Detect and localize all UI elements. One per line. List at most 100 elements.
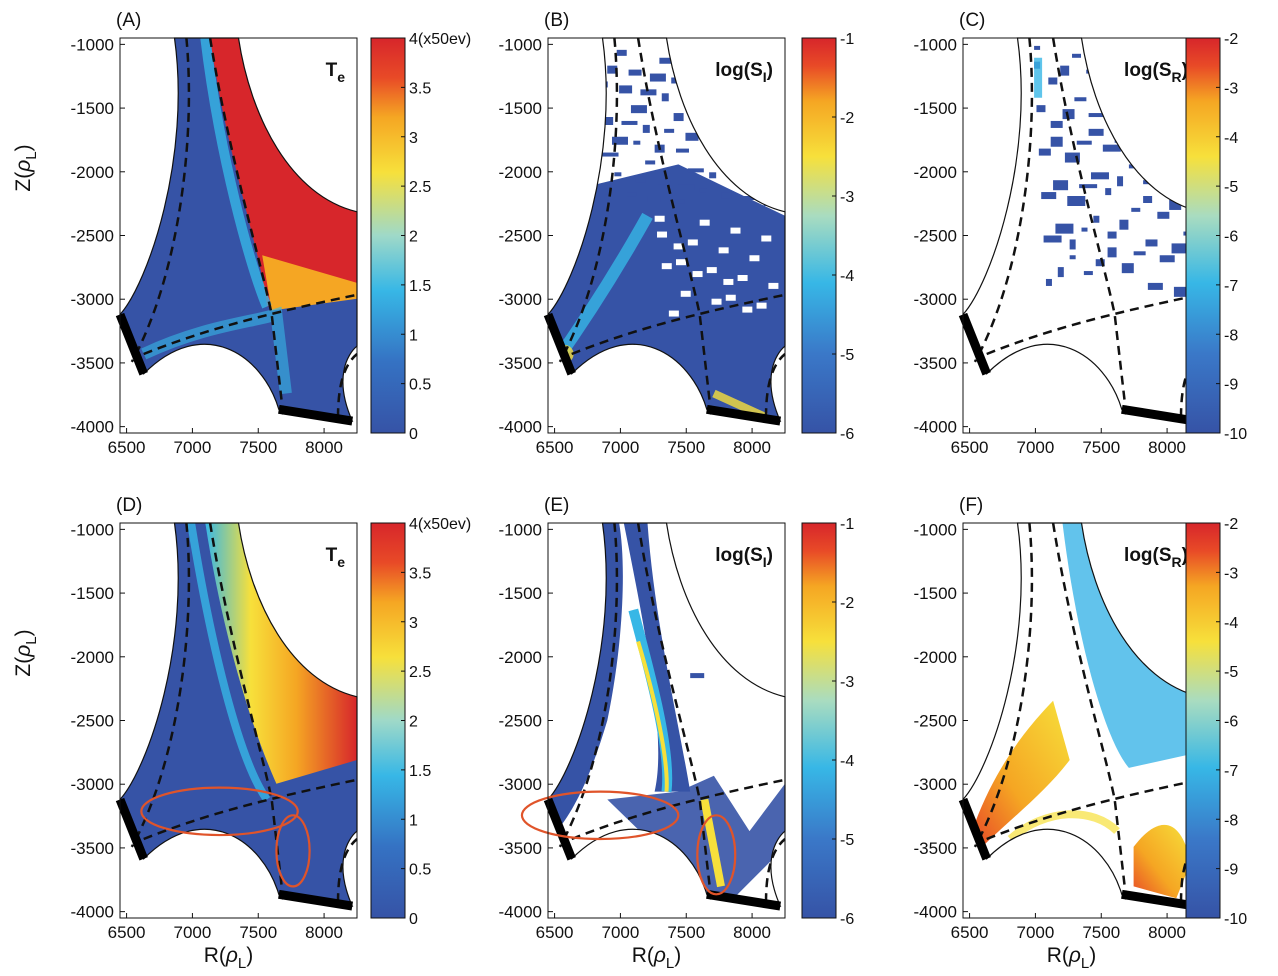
panel-e: 6500 7000 7500 8000 -1000 -1500 -2000 -2500 -300…	[499, 495, 855, 972]
quantity-label: Te	[326, 545, 346, 570]
colorbar-tick-label: -7	[1224, 763, 1238, 780]
separatrix-line-1	[558, 522, 619, 848]
inner-divertor-plate	[958, 797, 991, 861]
colorbar-tick-label: -4	[840, 268, 854, 285]
y-tick-label: -3000	[71, 290, 114, 309]
x-axis-label: R(ρL)	[204, 944, 254, 972]
y-tick-label: -1500	[499, 99, 542, 118]
colorbar-tick-label: -9	[1224, 377, 1238, 394]
y-tick-label: -4000	[914, 903, 957, 922]
colorbar-tick-label: -5	[840, 347, 854, 364]
x-tick-label: 7500	[1082, 438, 1120, 457]
x-tick-label: 8000	[305, 923, 343, 942]
colorbar-tick-label: 1.5	[409, 763, 431, 780]
colorbar-gradient	[801, 37, 837, 434]
y-tick-label: -3500	[71, 354, 114, 373]
y-tick-label: -4000	[914, 418, 957, 437]
separatrix-line-1	[973, 37, 1034, 363]
y-tick-label: -1500	[914, 584, 957, 603]
y-tick-label: -4000	[71, 418, 114, 437]
quantity-label: log(SR)	[1124, 545, 1188, 570]
colorbar-gradient	[370, 522, 406, 919]
colorbar-tick-label: 0	[409, 426, 418, 443]
x-tick-label: 7500	[667, 923, 705, 942]
sr-recombination-zone	[974, 700, 1070, 847]
x-tick-label: 7000	[602, 923, 640, 942]
heatmap-field	[963, 523, 1200, 907]
y-tick-label: -3500	[914, 354, 957, 373]
y-tick-label: -2500	[914, 712, 957, 731]
y-tick-label: -3500	[71, 839, 114, 858]
quantity-label: log(SI)	[715, 545, 773, 570]
separatrix-line-2	[208, 37, 285, 418]
panel-b: 6500 7000 7500 8000 -1000 -1500 -2000 -2500 -300…	[499, 10, 855, 457]
separatrix-line-1	[130, 522, 191, 848]
quantity-label: log(SR)	[1124, 60, 1188, 85]
separatrix-line-3	[571, 778, 786, 841]
y-tick-label: -3000	[71, 775, 114, 794]
colorbar-tick-label: -7	[1224, 278, 1238, 295]
inner-divertor-plate	[543, 312, 576, 376]
colorbar-tick-label: -10	[1224, 426, 1247, 443]
colorbar: -2 -3 -4 -5 -6 -7 -8 -9 -10	[1185, 31, 1247, 443]
outer-divertor-plate	[278, 889, 354, 911]
colorbar-tick-label: -6	[840, 426, 854, 443]
panel-label: (C)	[959, 10, 985, 31]
si-source-region	[548, 164, 785, 422]
colorbar-tick-label: -2	[840, 110, 854, 127]
panel-label: (A)	[116, 10, 141, 31]
panel-a: 6500 7000 7500 8000 -1000 -1500 -2000 -2500 -300…	[71, 10, 472, 457]
x-tick-label: 7000	[174, 438, 212, 457]
y-tick-label: -2000	[71, 163, 114, 182]
y-tick-label: -4000	[499, 903, 542, 922]
colorbar-tick-label: 3.5	[409, 565, 431, 582]
separatrix-line-3	[143, 778, 358, 841]
colorbar-tick-label: 0	[409, 911, 418, 928]
colorbar-gradient	[1185, 522, 1221, 919]
y-tick-label: -1000	[914, 520, 957, 539]
x-tick-label: 6500	[108, 923, 146, 942]
colorbar-tick-label: 3.5	[409, 80, 431, 97]
x-tick-label: 7000	[602, 438, 640, 457]
separatrix-line-4	[764, 353, 786, 418]
te-hot-sol	[205, 523, 357, 784]
te-separatrix-glow	[200, 38, 272, 309]
y-tick-label: -1000	[499, 520, 542, 539]
x-tick-label: 6500	[951, 438, 989, 457]
y-tick-label: -2000	[914, 163, 957, 182]
colorbar-tick-label: -5	[1224, 179, 1238, 196]
colorbar-tick-label: 2	[409, 229, 418, 246]
colorbar-tick-label: -5	[1224, 664, 1238, 681]
x-tick-label: 7000	[174, 923, 212, 942]
heatmap-field	[120, 38, 357, 422]
colorbar-tick-label: -4	[1224, 130, 1238, 147]
colorbar-tick-label: -1	[840, 516, 854, 533]
y-tick-label: -1500	[914, 99, 957, 118]
colorbar-tick-label: -8	[1224, 327, 1238, 344]
colorbar: 4(x50ev) 3.5 3 2.5 2 1.5 1 0.5 0	[370, 31, 471, 443]
y-tick-label: -4000	[499, 418, 542, 437]
x-tick-label: 6500	[536, 923, 574, 942]
y-tick-label: -2500	[499, 712, 542, 731]
colorbar-tick-label: 3	[409, 130, 418, 147]
y-tick-label: -3000	[499, 290, 542, 309]
heatmap-field	[120, 523, 357, 907]
colorbar-tick-label: -4	[1224, 615, 1238, 632]
panel-label: (B)	[544, 10, 569, 31]
colorbar: -1 -2 -3 -4 -5 -6	[801, 516, 854, 928]
separatrix-line-1	[558, 37, 619, 363]
y-tick-label: -3500	[914, 839, 957, 858]
panel-f: 6500 7000 7500 8000 -1000 -1500 -2000 -2500 -300…	[914, 495, 1248, 972]
inner-divertor-plate	[958, 312, 991, 376]
separatrix-line-3	[571, 293, 786, 356]
x-tick-label: 6500	[108, 438, 146, 457]
y-tick-label: -1500	[71, 99, 114, 118]
domain-boundary	[119, 37, 358, 422]
colorbar-tick-label: 2.5	[409, 179, 431, 196]
colorbar-tick-label: -6	[1224, 714, 1238, 731]
colorbar-tick-label: -2	[1224, 31, 1238, 48]
quantity-label: log(SI)	[715, 60, 773, 85]
separatrix-line-2	[636, 522, 713, 903]
separatrix-line-4	[764, 838, 786, 903]
